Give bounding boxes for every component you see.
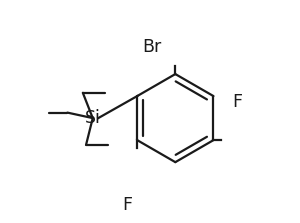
Text: F: F	[232, 93, 242, 111]
Text: Br: Br	[142, 37, 162, 56]
Text: F: F	[122, 196, 132, 214]
Text: Si: Si	[85, 109, 101, 127]
